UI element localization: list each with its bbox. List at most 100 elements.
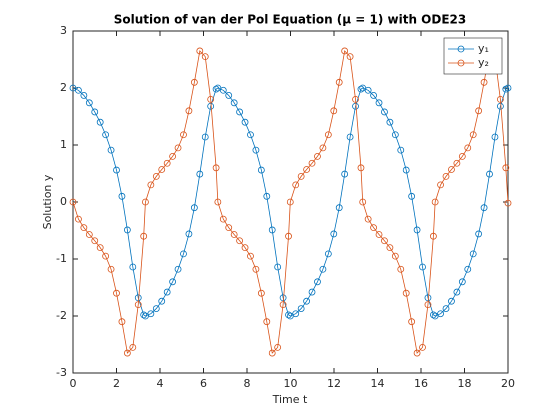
x-tick-label: 14	[371, 377, 385, 390]
data-point	[140, 311, 148, 319]
data-point	[102, 252, 110, 260]
data-point	[257, 289, 265, 297]
data-point	[314, 152, 321, 160]
data-point	[480, 204, 488, 212]
data-point	[335, 78, 343, 86]
data-point	[464, 265, 472, 273]
data-point	[408, 318, 416, 326]
data-point	[147, 181, 155, 189]
data-point	[292, 181, 300, 189]
data-point	[212, 85, 220, 93]
data-point	[180, 131, 187, 139]
data-point	[158, 297, 166, 305]
y-tick-label: 1	[60, 138, 67, 151]
data-point	[292, 310, 300, 318]
legend-label: y₁	[478, 42, 489, 55]
data-point	[190, 204, 198, 212]
data-point	[502, 164, 510, 172]
data-point	[236, 108, 244, 116]
data-point	[196, 170, 204, 178]
data-point	[163, 288, 171, 296]
data-point	[196, 47, 204, 55]
data-point	[357, 164, 365, 172]
data-point	[190, 78, 198, 86]
data-point	[346, 133, 354, 141]
x-axis-label: Time t	[272, 393, 308, 406]
data-point	[201, 53, 209, 61]
x-tick-label: 8	[244, 377, 251, 390]
data-point	[169, 278, 177, 286]
data-point	[241, 244, 249, 252]
data-point	[397, 265, 405, 273]
x-tick-label: 10	[284, 377, 298, 390]
data-point	[364, 86, 372, 94]
data-point	[357, 85, 365, 93]
data-point	[303, 166, 310, 173]
y-tick-label: -2	[56, 309, 67, 322]
data-point	[458, 152, 466, 160]
x-tick-label: 12	[327, 377, 341, 390]
chart-title: Solution of van der Pol Equation (μ = 1)…	[114, 13, 467, 27]
x-tick-label: 2	[113, 377, 120, 390]
data-point	[370, 92, 377, 99]
data-point	[225, 224, 233, 232]
data-point	[453, 288, 461, 296]
data-point	[118, 192, 126, 200]
data-point	[91, 237, 99, 245]
data-point	[324, 250, 332, 258]
legend-marker	[457, 59, 465, 67]
data-point	[158, 166, 166, 173]
data-point	[257, 166, 265, 174]
y-tick-label: 2	[60, 81, 67, 94]
y-tick-label: 3	[60, 24, 67, 37]
data-point	[386, 118, 394, 126]
data-point	[174, 144, 182, 152]
data-point	[185, 230, 193, 238]
data-point	[486, 170, 493, 178]
data-point	[314, 278, 321, 286]
data-point	[247, 252, 254, 260]
data-point	[152, 305, 160, 312]
x-tick-label: 20	[501, 377, 515, 390]
data-point	[142, 198, 149, 206]
data-point	[504, 84, 512, 92]
data-point	[286, 198, 294, 206]
data-point	[330, 230, 338, 238]
data-point	[429, 311, 437, 319]
data-point	[448, 297, 455, 305]
data-point	[458, 278, 466, 286]
data-point	[230, 99, 238, 107]
data-point	[453, 159, 461, 167]
data-point	[381, 237, 388, 245]
data-point	[297, 172, 305, 180]
data-point	[370, 224, 377, 232]
data-point	[102, 131, 110, 139]
data-point	[123, 349, 131, 357]
data-point	[285, 311, 292, 319]
data-point	[330, 107, 338, 115]
data-point	[107, 265, 115, 273]
data-point	[212, 164, 220, 172]
x-tick-label: 0	[70, 377, 77, 390]
data-point	[252, 265, 260, 273]
data-point	[431, 198, 439, 206]
x-tick-label: 16	[414, 377, 428, 390]
data-point	[391, 131, 399, 139]
data-point	[118, 318, 126, 326]
data-point	[268, 349, 276, 357]
data-point	[346, 53, 354, 61]
data-point	[413, 349, 421, 357]
data-point	[464, 144, 472, 152]
data-point	[123, 226, 131, 234]
data-point	[429, 232, 437, 240]
data-point	[279, 301, 287, 309]
data-point	[402, 289, 410, 297]
y-tick-label: 0	[60, 195, 67, 208]
data-point	[91, 108, 99, 116]
data-point	[69, 198, 77, 206]
legend-label: y₂	[478, 56, 489, 69]
data-point	[219, 215, 227, 223]
data-point	[140, 232, 148, 240]
x-tick-label: 6	[200, 377, 207, 390]
data-point	[375, 99, 383, 107]
